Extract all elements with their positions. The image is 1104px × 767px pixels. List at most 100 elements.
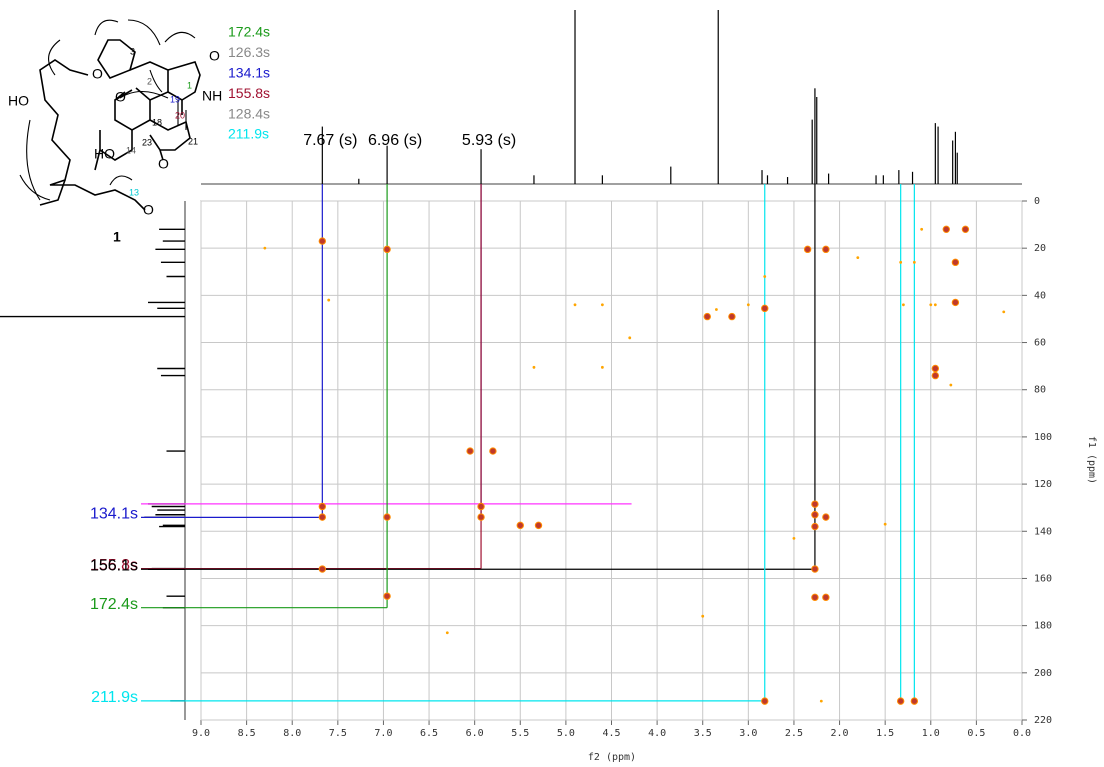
cross-peak [819,699,823,703]
cross-peak [761,304,769,313]
cross-peak [534,521,543,530]
cross-peak [703,312,711,321]
cross-peak [761,697,769,705]
y-tick-label: 160 [1034,573,1052,584]
cross-peak [628,336,632,340]
x-tick-label: 2.5 [785,728,803,739]
compound-number: 1 [113,229,121,245]
hmbc-arrows [19,19,196,201]
atom-number: 23 [142,137,152,147]
cross-peak [910,697,919,705]
cross-peak [883,522,887,526]
x-tick-label: 8.5 [238,728,256,739]
cross-peak [327,298,331,302]
atom-label: O [115,89,126,105]
cross-peak [811,565,819,573]
cross-peak [383,592,391,600]
cross-peak [912,260,916,264]
atom-label: O [158,156,169,172]
cross-peak [318,237,327,245]
shift-label: 172.4s [228,24,270,40]
y-tick-label: 180 [1034,621,1052,632]
cross-peak [822,245,830,254]
cross-peak [383,513,391,521]
cross-peak [803,245,812,254]
cross-peak [701,614,705,618]
structure-bonds [39,39,201,211]
y-axis-label: f1 (ppm) [1086,436,1097,484]
atom-label: HO [8,93,29,109]
cross-peak [263,246,267,250]
x-tick-label: 9.0 [192,728,210,739]
x-tick-label: 7.0 [374,728,392,739]
x-tick-label: 5.0 [557,728,575,739]
x-tick-label: 8.0 [283,728,301,739]
cross-peak [728,312,736,321]
x-tick-label: 6.0 [466,728,484,739]
cross-peak [902,303,905,307]
atom-number: 21 [188,136,198,146]
cross-peak [951,298,960,307]
cross-peak [899,260,903,264]
y-tick-label: 20 [1034,243,1046,254]
y-tick-label: 80 [1034,385,1046,396]
cross-peak [489,447,497,455]
x-tick-label: 7.5 [329,728,347,739]
cross-peak [532,365,536,369]
cross-peak [477,513,485,521]
cross-peak [856,256,860,260]
cross-peak [763,275,767,278]
proton-label: 6.96 (s) [368,132,422,149]
x-tick-label: 2.0 [831,728,849,739]
cross-peak [931,364,940,373]
cross-peak [896,697,905,705]
atom-number: 14 [126,145,136,155]
cross-peak [1002,310,1006,314]
y-tick-label: 140 [1034,526,1052,537]
x-axis-label: f2 (ppm) [588,752,636,763]
cross-peak [383,245,391,254]
y-tick-label: 200 [1034,668,1052,679]
cross-peak [811,500,819,508]
shift-label: 134.1s [228,65,270,81]
atom-label: O [92,66,103,82]
proton-label: 5.93 (s) [462,132,516,149]
x-tick-label: 3.5 [694,728,712,739]
atom-label: HO [94,146,115,162]
cross-peak [961,225,970,234]
y-tick-label: 220 [1034,715,1052,726]
shift-label: 126.3s [228,44,270,60]
cross-peak [477,502,485,511]
cross-peak [466,447,474,455]
x-tick-label: 6.5 [420,728,438,739]
x-tick-label: 5.5 [511,728,529,739]
atom-label: O [209,48,220,64]
cross-peak [933,303,937,307]
cross-peak [573,303,577,307]
cross-peak [920,227,924,231]
cross-peak [318,513,327,521]
cross-peak [715,308,718,311]
y-tick-label: 120 [1034,479,1052,490]
carbon-label: 134.1s [90,506,138,523]
cross-peak [929,303,933,307]
carbon-label: 156.1s [90,557,138,574]
atom-number: 20 [175,110,185,120]
x-tick-label: 1.5 [876,728,894,739]
cross-peak [746,303,750,307]
cross-peak [811,593,819,602]
shift-label: 155.8s [228,85,270,101]
shift-label: 211.9s [228,126,269,142]
cross-peak [516,521,524,530]
x-tick-label: 3.0 [739,728,757,739]
cross-peak [811,522,819,531]
atom-label: O [143,202,154,218]
cross-peak [792,536,796,540]
atom-number: 18 [152,117,162,127]
cross-peak [600,303,604,307]
cross-peak [600,365,604,369]
proton-label: 7.67 (s) [303,132,357,149]
atom-number: 3 [130,46,135,56]
y-tick-label: 0 [1034,196,1040,207]
carbon-label: 172.4s [90,596,138,613]
